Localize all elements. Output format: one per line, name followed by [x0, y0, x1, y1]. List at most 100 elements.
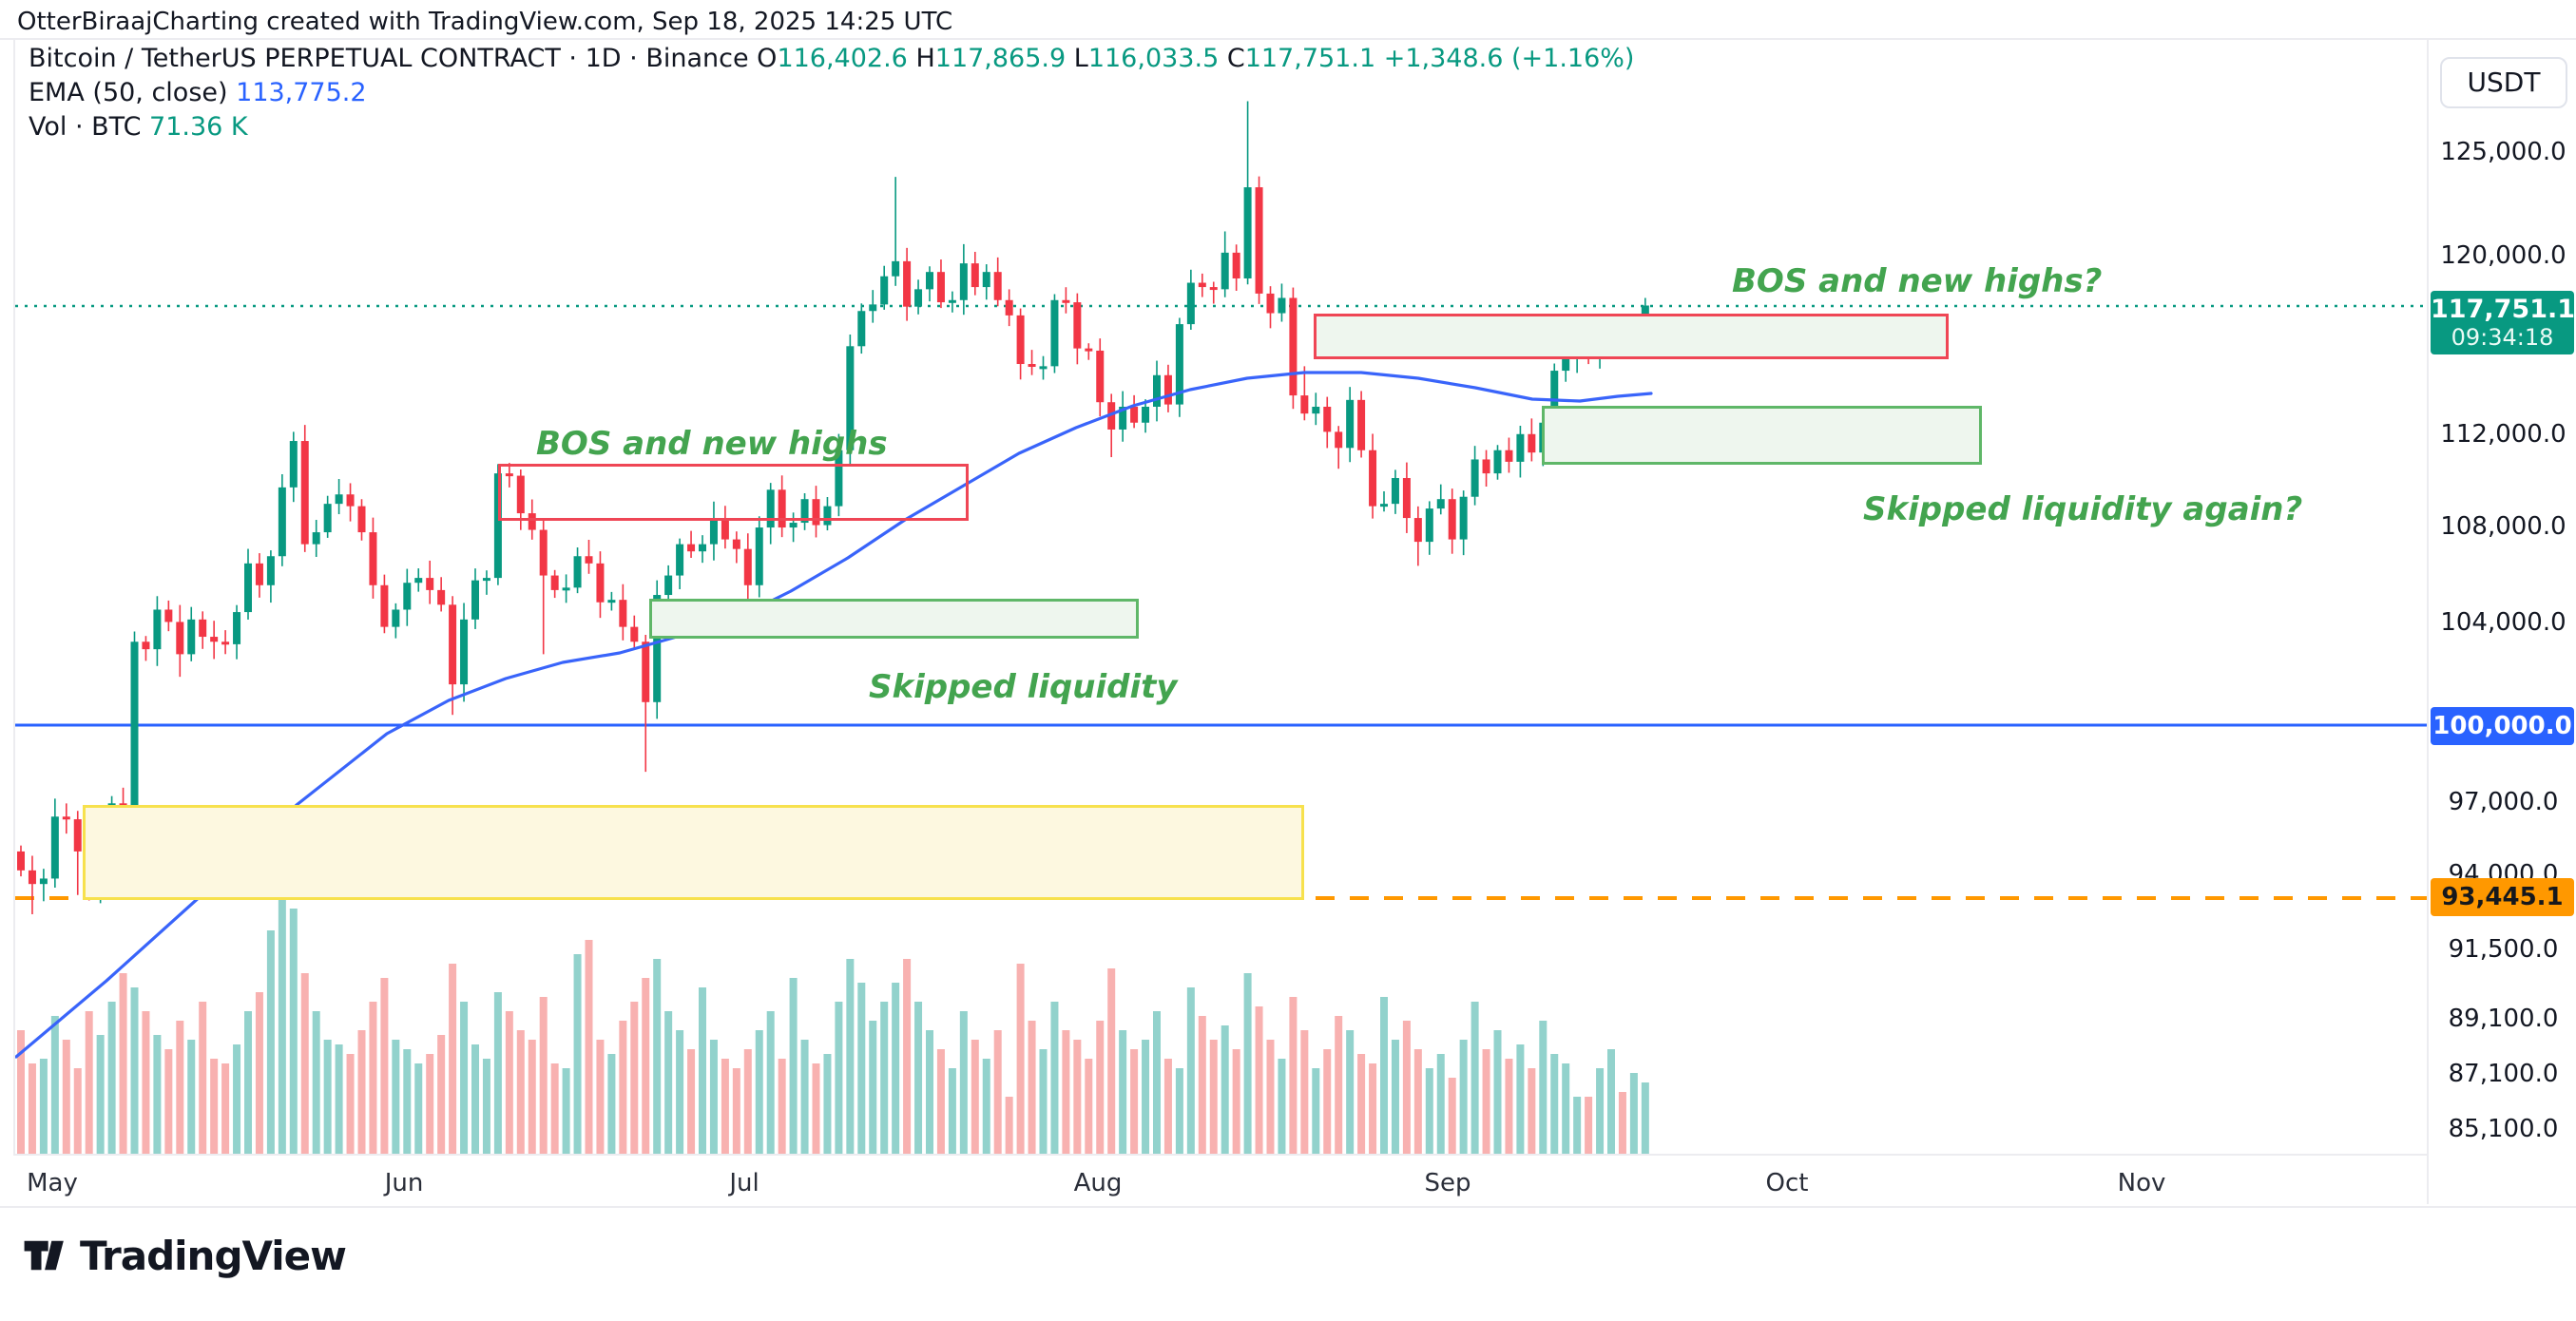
- candle-body: [62, 816, 70, 820]
- candle-body: [789, 523, 798, 528]
- volume-bar: [39, 1059, 48, 1154]
- candle-body: [199, 619, 207, 638]
- volume-label[interactable]: Vol · BTC: [29, 112, 142, 142]
- red-zone-sept[interactable]: [1314, 314, 1949, 359]
- volume-bar: [380, 978, 389, 1154]
- volume-bar: [1175, 1068, 1183, 1154]
- candle-body: [869, 304, 877, 312]
- volume-bar: [1505, 1059, 1513, 1154]
- candle-body: [539, 529, 548, 576]
- candle-body: [846, 346, 855, 450]
- skipped-liquidity-q-text[interactable]: Skipped liquidity again?: [1863, 490, 2303, 528]
- volume-bar: [1163, 1059, 1172, 1154]
- candle-body: [1005, 299, 1013, 316]
- skipped-liquidity-text[interactable]: Skipped liquidity: [869, 668, 1178, 706]
- month-label-oct: Oct: [1765, 1169, 1809, 1197]
- volume-bar: [460, 1002, 469, 1154]
- red-zone-june[interactable]: [498, 464, 969, 521]
- volume-bar: [1062, 1030, 1070, 1154]
- volume-bar: [607, 1054, 616, 1154]
- ema-label[interactable]: EMA (50, close): [29, 78, 228, 107]
- volume-bar: [573, 954, 582, 1154]
- candle-body: [335, 494, 343, 505]
- bar-countdown: 09:34:18: [2451, 324, 2554, 351]
- volume-bar: [982, 1059, 990, 1154]
- ohlc-close-label: C: [1226, 44, 1245, 73]
- green-zone-sept[interactable]: [1542, 406, 1982, 465]
- ema-line[interactable]: [15, 371, 1653, 1059]
- candle-body: [630, 626, 639, 642]
- tradingview-logo[interactable]: TradingView: [21, 1231, 347, 1280]
- volume-bar: [1016, 964, 1025, 1154]
- candle-body: [585, 556, 593, 564]
- candle-body: [1050, 299, 1059, 367]
- volume-bar: [676, 1030, 684, 1154]
- volume-bar: [539, 997, 548, 1154]
- chart-plot-area[interactable]: BOS and new highs BOS and new highs? Skipp…: [13, 40, 2429, 1154]
- candle-body: [664, 575, 673, 596]
- candle-body: [778, 489, 786, 528]
- candle-body: [221, 641, 230, 645]
- volume-bar: [471, 1044, 479, 1154]
- candle-body: [1107, 402, 1116, 430]
- orange-price-line-badge: 93,445.1: [2431, 878, 2574, 916]
- candle-body: [721, 518, 729, 540]
- candle-body: [426, 578, 434, 590]
- volume-bar: [823, 1054, 832, 1154]
- yellow-zone[interactable]: [83, 805, 1304, 900]
- volume-bar: [800, 1040, 809, 1154]
- volume-bar: [1255, 1006, 1263, 1154]
- volume-bar: [926, 1030, 933, 1154]
- candle-body: [1562, 356, 1570, 372]
- candle-body: [505, 473, 513, 477]
- volume-bar: [1436, 1054, 1445, 1154]
- volume-bar: [1402, 1021, 1411, 1154]
- volume-bar: [176, 1021, 184, 1154]
- symbol-title[interactable]: Bitcoin / TetherUS PERPETUAL CONTRACT · …: [29, 44, 749, 73]
- ohlc-low-label: L: [1073, 44, 1088, 73]
- ema-row[interactable]: EMA (50, close) 113,775.2: [29, 80, 1634, 105]
- candle-body: [1163, 374, 1172, 405]
- candle-body: [812, 499, 820, 526]
- volume-bar: [426, 1054, 434, 1154]
- volume-bar: [357, 1030, 366, 1154]
- volume-bar: [846, 959, 855, 1154]
- volume-bar: [1425, 1068, 1433, 1154]
- candle-body: [1130, 406, 1139, 423]
- volume-bar: [1596, 1068, 1605, 1154]
- candle-body: [312, 532, 320, 545]
- symbol-row[interactable]: Bitcoin / TetherUS PERPETUAL CONTRACT · …: [29, 46, 1634, 71]
- bos-new-highs-q-text[interactable]: BOS and new highs?: [1732, 262, 2103, 300]
- candle-body: [73, 819, 82, 852]
- price-tick: 108,000.0: [2440, 512, 2566, 541]
- volume-bar: [130, 987, 139, 1154]
- volume-bar: [414, 1063, 423, 1154]
- volume-bar: [1130, 1049, 1139, 1154]
- volume-bar: [392, 1040, 400, 1154]
- candle-body: [1266, 293, 1275, 314]
- volume-row[interactable]: Vol · BTC 71.36 K: [29, 114, 1634, 140]
- price-tick: 97,000.0: [2448, 788, 2559, 816]
- month-label-sep: Sep: [1424, 1169, 1471, 1197]
- bos-new-highs-text[interactable]: BOS and new highs: [536, 425, 888, 463]
- candle-body: [187, 619, 196, 655]
- green-zone-june[interactable]: [649, 599, 1139, 639]
- price-axis[interactable]: USDT 125,000.0 120,000.0 112,000.0 108,000.…: [2427, 40, 2576, 1204]
- candle-body: [993, 272, 1002, 300]
- month-label-may: May: [27, 1169, 78, 1197]
- volume-bar: [1323, 1049, 1332, 1154]
- price-tick: 104,000.0: [2440, 608, 2566, 637]
- currency-toggle-button[interactable]: USDT: [2440, 57, 2567, 108]
- time-axis[interactable]: May Jun Jul Aug Sep Oct Nov: [13, 1154, 2427, 1206]
- candle-body: [1471, 459, 1479, 497]
- volume-bar: [50, 1016, 59, 1154]
- candle-body: [1186, 282, 1195, 325]
- volume-bar: [1289, 997, 1298, 1154]
- candle-body: [1448, 499, 1456, 540]
- volume-bar: [1618, 1092, 1626, 1154]
- candle-body: [1550, 371, 1559, 423]
- candle-body: [1528, 433, 1536, 453]
- candle-body: [482, 578, 490, 582]
- candle-body: [1369, 450, 1377, 507]
- candle-body: [164, 609, 173, 622]
